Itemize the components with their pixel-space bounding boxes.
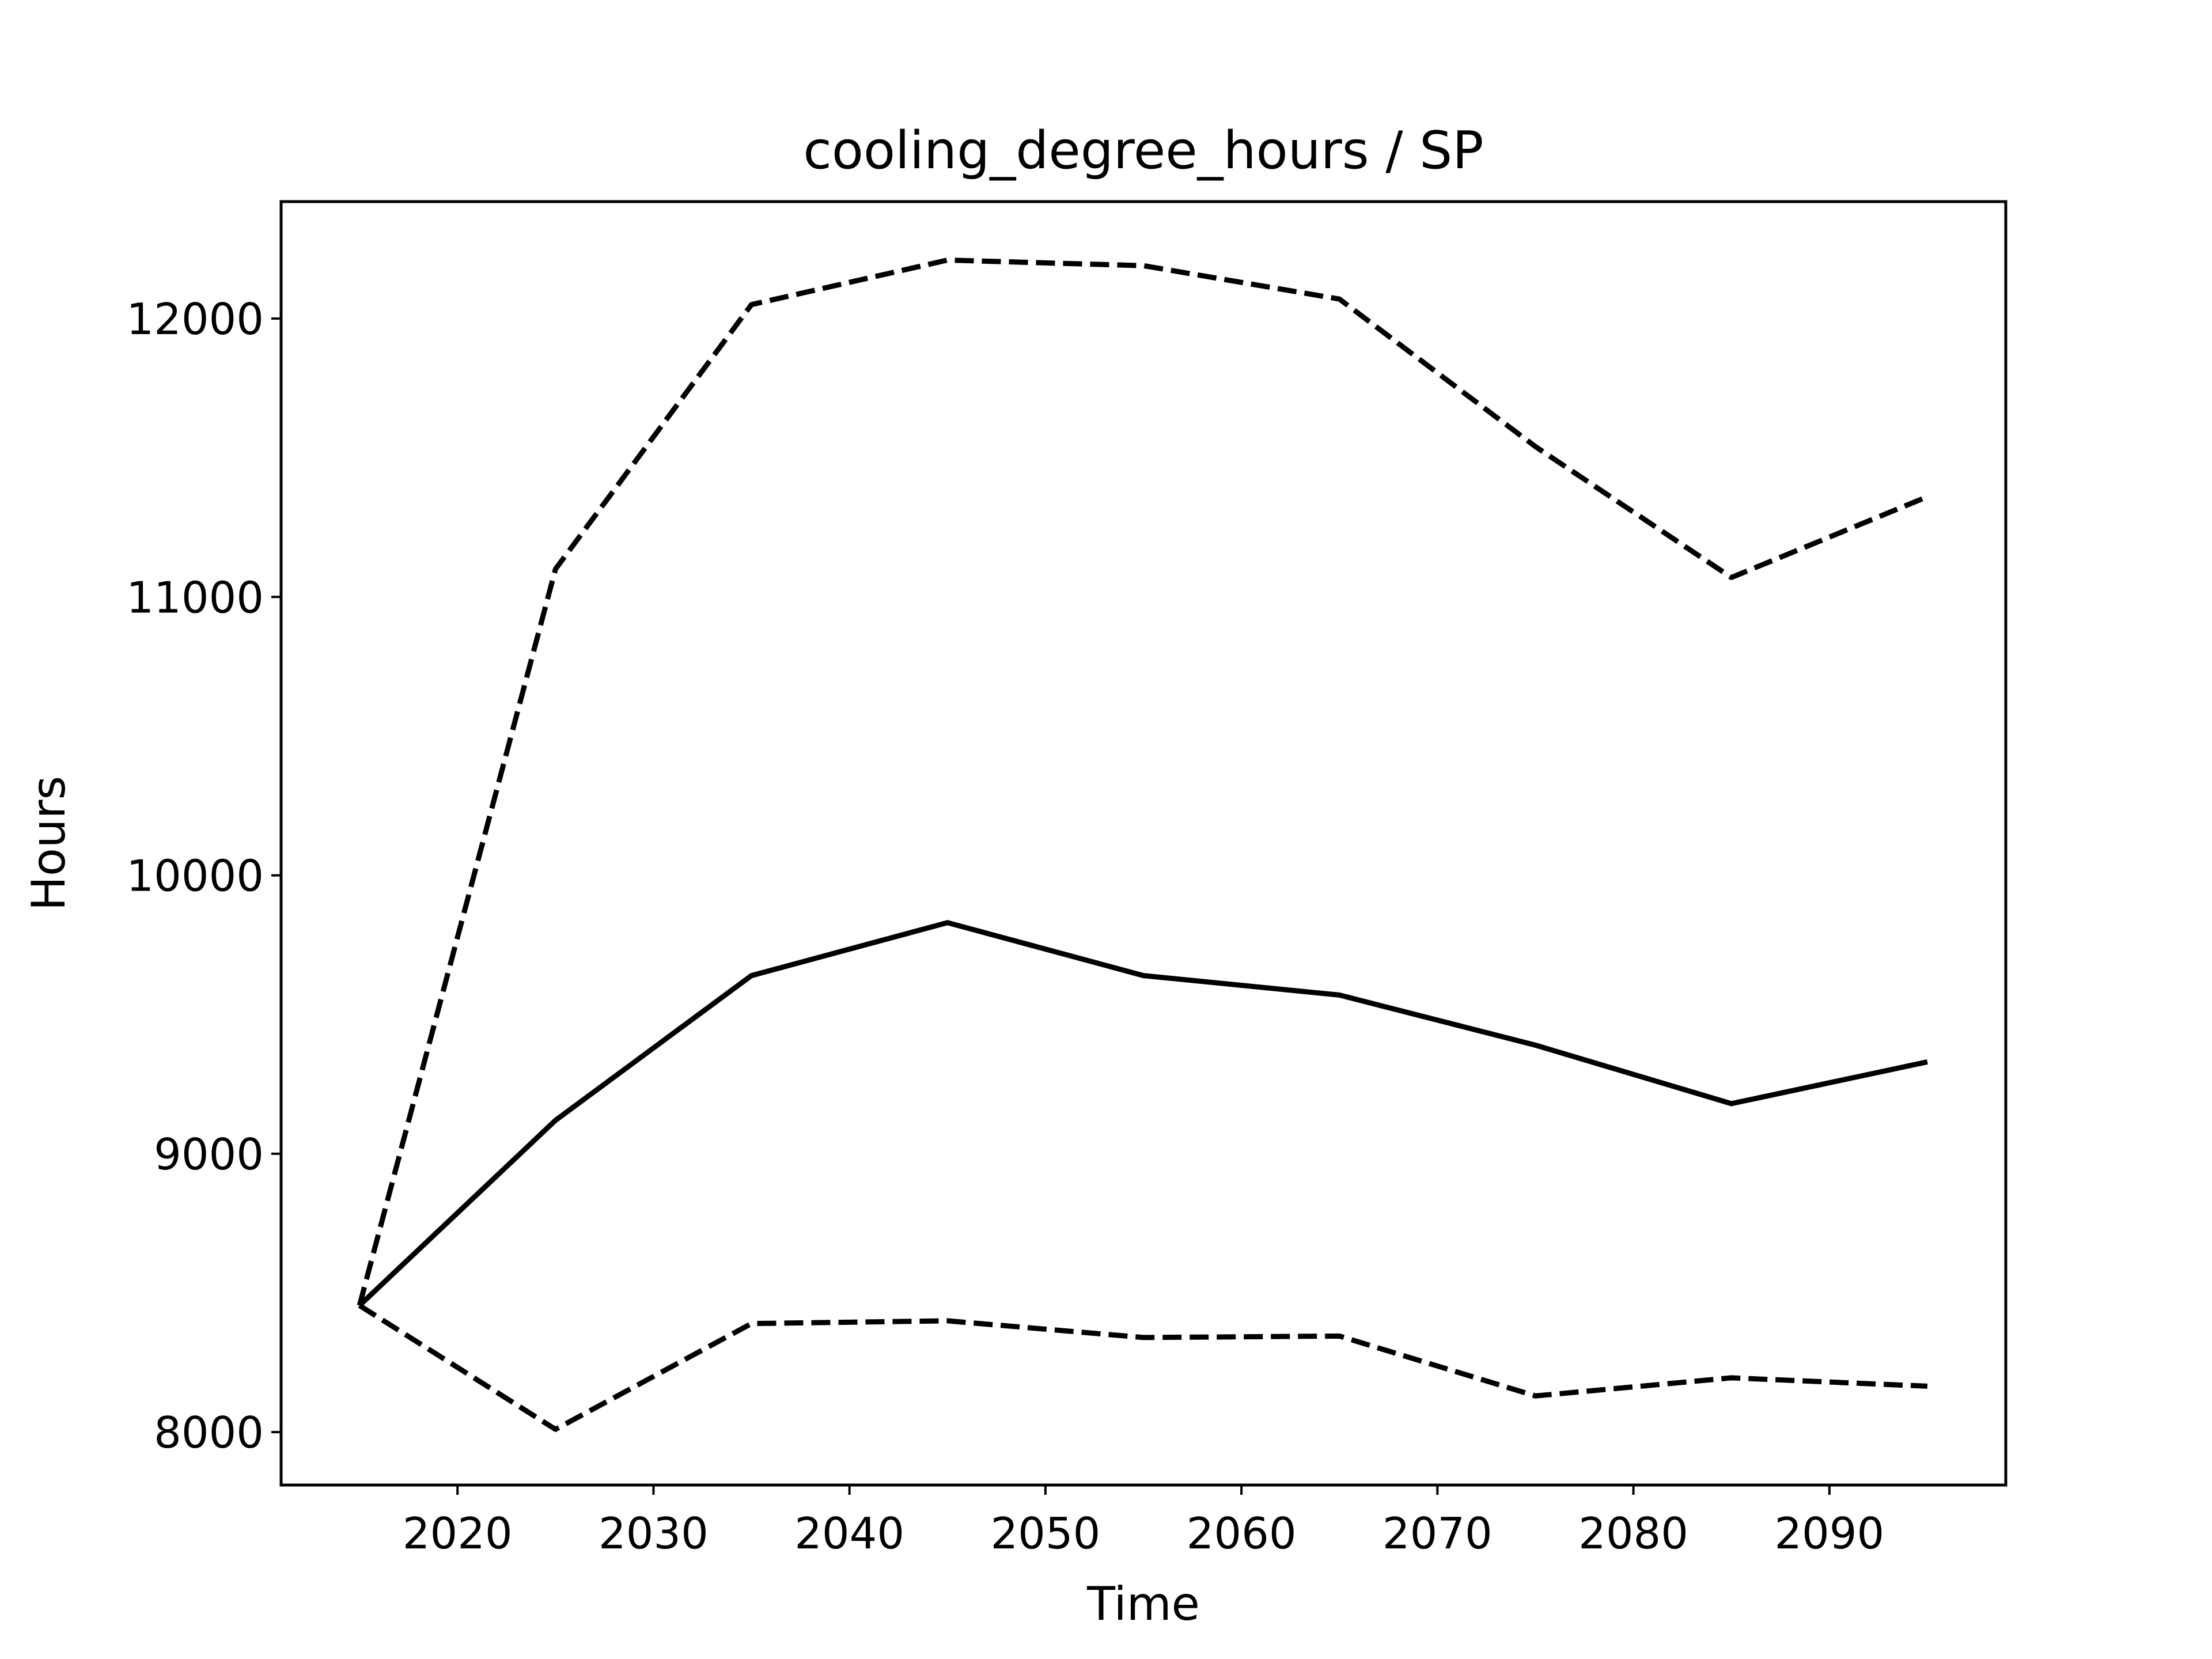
series-line-1 — [357, 257, 1929, 1306]
y-tick-label: 8000 — [154, 1407, 264, 1458]
x-tick-label: 2040 — [794, 1508, 904, 1559]
y-tick-label: 12000 — [126, 294, 264, 344]
y-axis-label: Hours — [22, 776, 75, 911]
y-tick-label: 9000 — [154, 1129, 264, 1180]
x-tick-label: 2020 — [403, 1508, 513, 1559]
x-tick-label: 2030 — [599, 1508, 709, 1559]
x-tick-label: 2070 — [1382, 1508, 1493, 1559]
x-tick-label: 2060 — [1187, 1508, 1297, 1559]
x-tick-label: 2050 — [990, 1508, 1100, 1559]
series-line-3 — [358, 1303, 1928, 1432]
series-line-2 — [358, 920, 1928, 1308]
x-axis-label: Time — [1086, 1577, 1200, 1631]
x-tick-label: 2080 — [1578, 1508, 1688, 1559]
y-tick-label: 10000 — [126, 851, 264, 902]
y-axis-ticks: 8000 9000 10000 11000 12000 — [126, 294, 281, 1458]
plot-frame — [279, 200, 2008, 1487]
y-tick-label: 11000 — [126, 572, 264, 623]
x-axis-ticks: 2020 2030 2040 2050 2060 2070 2080 2090 — [403, 1485, 1884, 1559]
series-lines — [357, 257, 1929, 1432]
x-tick-label: 2090 — [1774, 1508, 1884, 1559]
chart-title: cooling_degree_hours / SP — [803, 120, 1483, 181]
